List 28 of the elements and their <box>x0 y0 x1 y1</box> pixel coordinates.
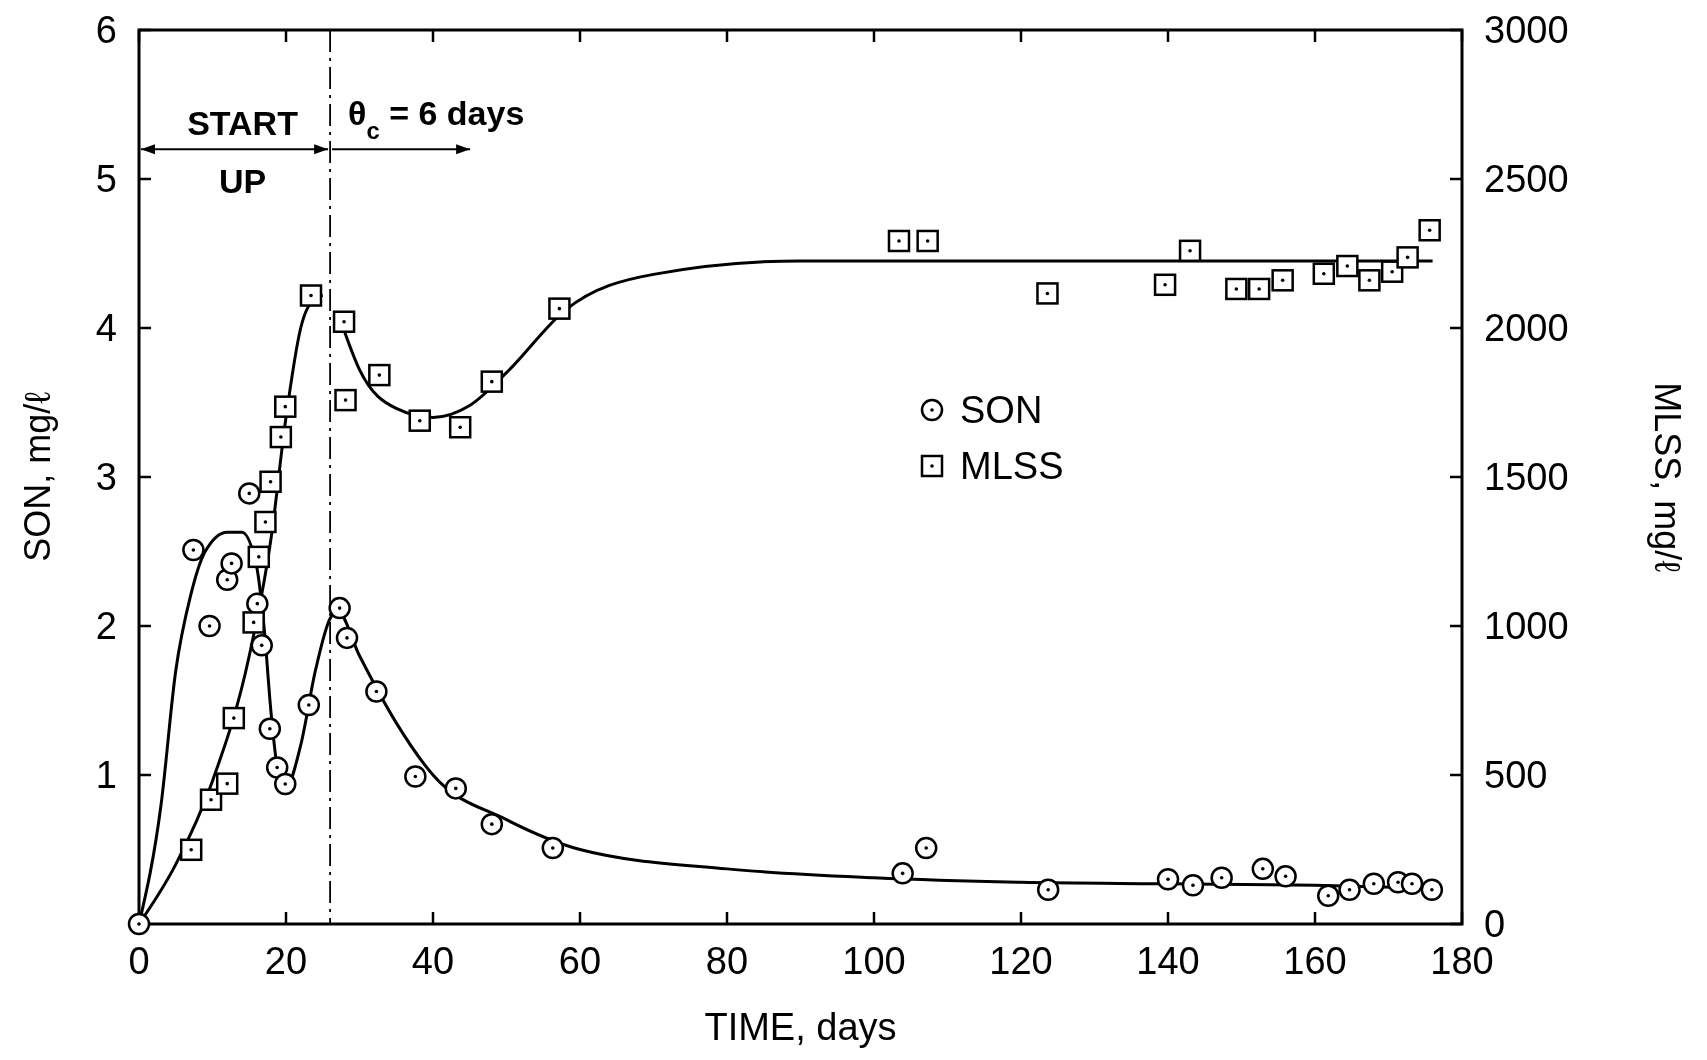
y-tick-label: 3 <box>95 456 117 498</box>
y-axis-title: SON, mg/ℓ <box>17 391 58 562</box>
x-tick-label: 140 <box>1136 940 1200 982</box>
x-axis-title: TIME, days <box>704 1006 897 1048</box>
x-tick-label: 120 <box>989 940 1053 982</box>
y2-tick-label: 2500 <box>1484 158 1569 200</box>
y2-tick-label: 1500 <box>1484 456 1569 498</box>
y-tick-label: 1 <box>95 754 117 796</box>
annotation: START UP <box>187 104 299 201</box>
y-tick-label: 6 <box>95 9 117 51</box>
y2-tick-label: 500 <box>1484 754 1548 796</box>
x-tick-label: 20 <box>264 940 308 982</box>
y-tick-label: 2 <box>95 605 117 647</box>
y2-axis-title: MLSS, mg/ℓ <box>1647 382 1688 573</box>
x-tick-label: 0 <box>128 940 150 982</box>
y2-tick-label: 3000 <box>1484 9 1569 51</box>
x-tick-label: 40 <box>411 940 455 982</box>
x-tick-label: 60 <box>558 940 602 982</box>
legend-label: SON <box>960 389 1043 431</box>
x-tick-label: 160 <box>1283 940 1347 982</box>
y2-tick-label: 2000 <box>1484 307 1569 349</box>
annotation: θ$_{c}$ = 6 days <box>348 94 525 144</box>
y2-tick-label: 1000 <box>1484 605 1569 647</box>
x-tick-label: 100 <box>842 940 906 982</box>
y-tick-label: 4 <box>95 307 117 349</box>
x-tick-label: 80 <box>705 940 749 982</box>
y-tick-label: 5 <box>95 158 117 200</box>
legend-label: MLSS <box>960 445 1064 487</box>
